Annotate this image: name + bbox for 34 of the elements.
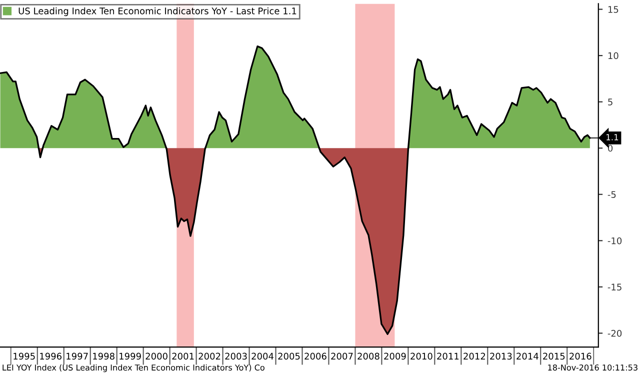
- x-tick-label: 2008: [358, 352, 380, 360]
- x-tick-label: 2013: [490, 352, 512, 360]
- x-tick-label: 2007: [331, 352, 353, 360]
- x-tick-label: 2014: [516, 352, 538, 360]
- text: 18-Nov-2016 10:11:53: [548, 364, 638, 371]
- x-tick-label: 2002: [198, 352, 220, 360]
- x-tick-label: 2003: [225, 352, 247, 360]
- x-tick-label: 1997: [66, 352, 88, 360]
- x-tick-label: 1995: [14, 352, 35, 360]
- x-tick-label: 2015: [543, 352, 565, 360]
- legend-label: US Leading Index Ten Economic Indicators YoY - Last Price 1.1: [18, 7, 296, 16]
- x-tick-label: 2016: [570, 352, 592, 360]
- x-tick-label: 1996: [40, 352, 62, 360]
- y-tick-label: 5: [608, 98, 612, 106]
- x-tick-label: 1999: [120, 352, 141, 360]
- x-tick-label: 2009: [384, 352, 406, 360]
- y-tick-label: -15: [608, 284, 622, 290]
- text: LEI YOY Index (US Leading Index Ten Economic Indicators YoY) Co: [2, 364, 264, 372]
- x-tick-label: 1998: [93, 352, 114, 360]
- y-tick-label: -5: [608, 191, 616, 198]
- x-tick-label: 2004: [252, 352, 274, 360]
- x-tick-label: 2012: [464, 352, 486, 360]
- y-tick-label: 10: [608, 52, 618, 60]
- x-tick-label: 2001: [172, 352, 194, 360]
- x-tick-label: 2005: [278, 352, 300, 360]
- x-tick-label: 2011: [437, 352, 459, 360]
- x-tick-label: 2010: [410, 352, 432, 360]
- x-tick-label: 2000: [146, 352, 168, 360]
- y-tick-label: -20: [608, 330, 622, 337]
- annotation: 1.1: [606, 134, 618, 140]
- y-tick-label: 0: [608, 144, 613, 152]
- y-tick-label: -10: [608, 237, 622, 244]
- y-tick-label: 15: [608, 6, 618, 13]
- x-tick-label: 2006: [304, 352, 326, 360]
